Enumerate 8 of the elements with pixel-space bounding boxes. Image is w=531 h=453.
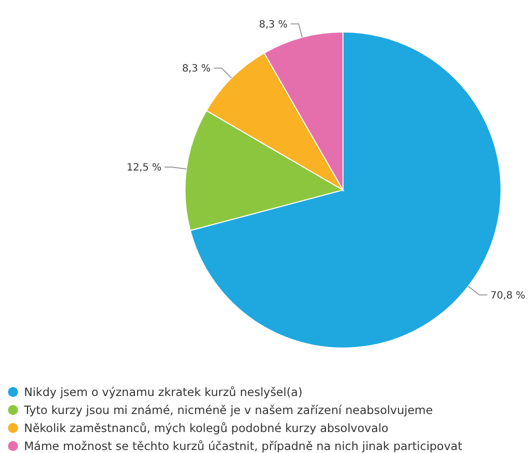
legend-label: Nikdy jsem o významu zkratek kurzů neslyšel(a)	[24, 385, 302, 400]
legend-label: Tyto kurzy jsou mi známé, nicméně je v našem zařízení neabsolvujeme	[23, 403, 433, 418]
data-label: 8,3 %	[259, 19, 288, 30]
data-label: 12,5 %	[126, 162, 162, 174]
data-label: 70,8 %	[490, 290, 526, 302]
legend-label: Máme možnost se těchto kurzů účastnit, případně na nich jinak participovat	[24, 439, 463, 453]
legend-label: Několik zaměstnanců, mých kolegů podobné kurzy absolvovalo	[24, 421, 388, 436]
data-label: 8,3 %	[182, 64, 211, 75]
